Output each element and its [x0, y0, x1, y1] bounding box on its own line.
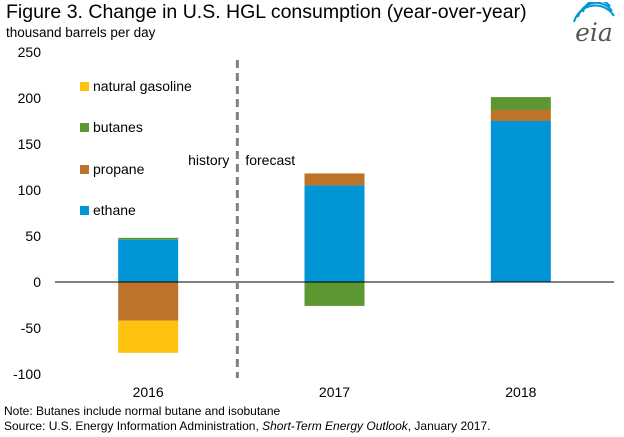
y-tick-label: 250	[18, 44, 42, 60]
history-forecast-divider: history forecast	[188, 60, 295, 378]
bar-propane-2018	[490, 109, 551, 121]
legend-label-natural-gasoline: natural gasoline	[93, 78, 192, 94]
eia-logo-icon: eia	[573, 2, 615, 46]
legend-swatch-butanes	[80, 123, 89, 132]
x-tick-label: 2016	[133, 384, 164, 400]
bar-natural-gasoline-2016	[118, 320, 179, 353]
y-tick-label: 0	[33, 274, 41, 290]
source-publication: Short-Term Energy Outlook	[262, 419, 408, 433]
legend: natural gasoline butanes propane ethane	[80, 78, 192, 218]
y-tick-label: 100	[18, 182, 42, 198]
chart-plot: -100 -50 0 50 100 150 200 250 2016 2017 2018 hist…	[13, 44, 614, 400]
legend-label-propane: propane	[93, 161, 145, 177]
bars-group	[118, 97, 551, 353]
y-tick-label: 200	[18, 90, 42, 106]
eia-logo-text: eia	[575, 18, 613, 46]
y-axis: -100 -50 0 50 100 150 200 250	[13, 44, 41, 382]
x-axis: 2016 2017 2018	[55, 281, 614, 400]
x-tick-label: 2017	[319, 384, 350, 400]
legend-swatch-ethane	[80, 206, 89, 215]
bar-ethane-2018	[490, 121, 551, 282]
y-tick-label: -50	[21, 320, 41, 336]
source-suffix: , January 2017.	[407, 419, 491, 433]
legend-swatch-natural-gasoline	[80, 82, 89, 91]
chart-note: Note: Butanes include normal butane and …	[4, 404, 281, 418]
legend-label-ethane: ethane	[93, 202, 136, 218]
x-tick-label: 2018	[505, 384, 536, 400]
bar-butanes-2016	[118, 237, 179, 240]
bar-ethane-2017	[304, 185, 365, 282]
y-tick-label: 150	[18, 136, 42, 152]
bar-propane-2016	[118, 282, 179, 321]
history-label: history	[188, 152, 229, 168]
legend-swatch-propane	[80, 165, 89, 174]
legend-label-butanes: butanes	[93, 119, 143, 135]
forecast-label: forecast	[245, 152, 295, 168]
y-tick-label: -100	[13, 366, 41, 382]
y-axis-unit-label: thousand barrels per day	[6, 25, 156, 40]
chart-title: Figure 3. Change in U.S. HGL consumption…	[6, 1, 527, 23]
bar-propane-2017	[304, 173, 365, 186]
bar-butanes-2018	[490, 97, 551, 110]
source-prefix: Source: U.S. Energy Information Administ…	[4, 419, 263, 433]
y-tick-label: 50	[25, 228, 41, 244]
bar-ethane-2016	[118, 239, 179, 282]
chart-source: Source: U.S. Energy Information Administ…	[4, 419, 490, 433]
bar-butanes-2017	[304, 282, 365, 306]
